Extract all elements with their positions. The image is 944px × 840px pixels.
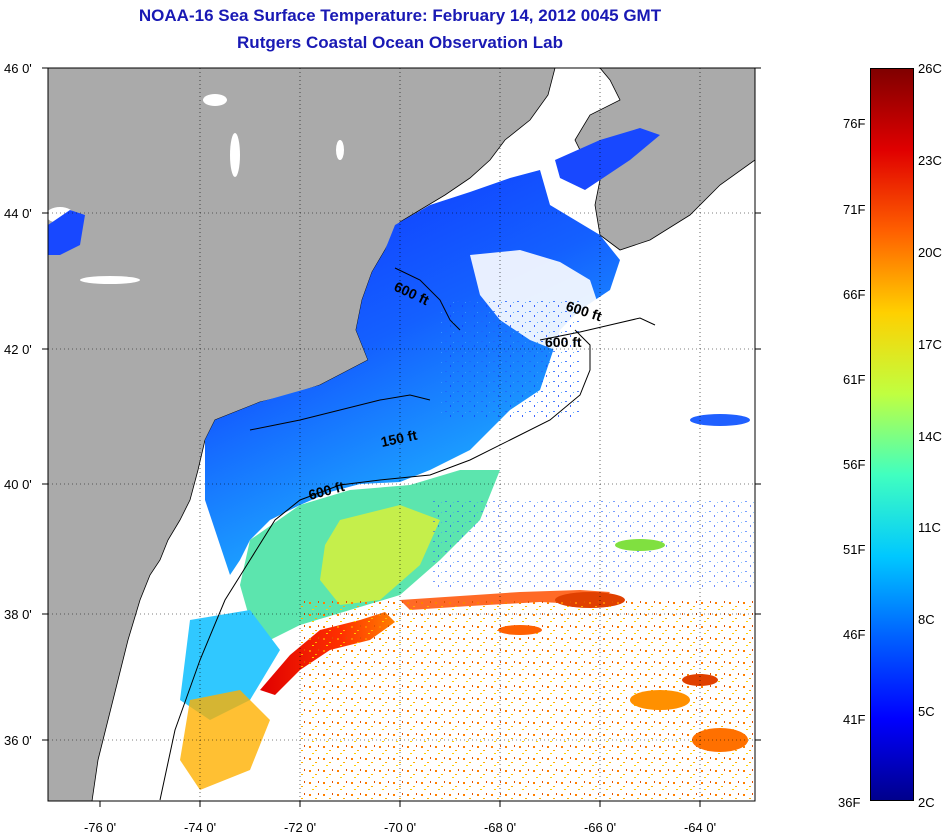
map-content: 600 ft 600 ft 600 ft 150 ft 600 ft: [48, 68, 755, 801]
map-title: NOAA-16 Sea Surface Temperature: Februar…: [138, 6, 662, 25]
lon-label-68: -68 0': [484, 820, 516, 835]
sst-patch-north: [555, 128, 660, 190]
lon-label-66: -66 0': [584, 820, 616, 835]
lat-label-36: 36 0': [4, 733, 32, 748]
colorbar-celsius-20: 20C: [918, 245, 942, 260]
colorbar-celsius-26: 26C: [918, 61, 942, 76]
colorbar-fahrenheit-41: 41F: [843, 712, 866, 727]
land-nova-scotia: [574, 68, 755, 251]
colorbar-fahrenheit-76: 76F: [843, 116, 866, 131]
colorbar-fahrenheit-46: 46F: [843, 627, 866, 642]
colorbar-fahrenheit-51: 51F: [843, 542, 866, 557]
colorbar-celsius-8: 8C: [918, 612, 935, 627]
colorbar-celsius-17: 17C: [918, 337, 942, 352]
lon-label-76: -76 0': [84, 820, 116, 835]
lon-label-72: -72 0': [284, 820, 316, 835]
lat-label-42: 42 0': [4, 342, 32, 357]
colorbar-celsius-5: 5C: [918, 704, 935, 719]
colorbar-fahrenheit-36: 36F: [838, 795, 861, 810]
bathymetry-contours: [159, 267, 656, 801]
colorbar-celsius-23: 23C: [918, 153, 942, 168]
inland-clouds: [48, 94, 344, 284]
colorbar-celsius-14: 14C: [918, 429, 942, 444]
sst-patch-lake: [48, 210, 85, 255]
colorbar-celsius-2: 2C: [918, 795, 935, 810]
contour-label-150: 150 ft: [379, 427, 418, 450]
colorbar-fahrenheit-66: 66F: [843, 287, 866, 302]
lon-label-74: -74 0': [184, 820, 216, 835]
colorbar-celsius-11: 11C: [918, 520, 941, 535]
lon-label-64: -64 0': [684, 820, 716, 835]
lat-label-38: 38 0': [4, 607, 32, 622]
lon-label-70: -70 0': [384, 820, 416, 835]
sst-midshelf-speckle: [430, 500, 755, 590]
lat-label-46: 46 0': [4, 61, 32, 76]
colorbar-fahrenheit-71: 71F: [843, 202, 866, 217]
lon-ticks: [99, 801, 701, 807]
lat-label-44: 44 0': [4, 206, 32, 221]
sst-slope-warm: [320, 505, 440, 605]
lat-ticks: [42, 67, 761, 741]
map-frame: [47, 67, 756, 802]
sst-gulf-maine-speckle: [440, 300, 580, 420]
colorbar-fahrenheit-56: 56F: [843, 457, 866, 472]
sst-warm-patches: [498, 414, 750, 752]
temperature-colorbar: [870, 68, 914, 801]
map-subtitle: Rutgers Coastal Ocean Observation Lab: [237, 33, 563, 52]
contour-label-600-georges: 600 ft: [545, 334, 582, 350]
colorbar-fahrenheit-61: 61F: [843, 372, 866, 387]
sst-southwest-cyan: [180, 610, 280, 720]
lat-label-40: 40 0': [4, 477, 32, 492]
sst-offshore-speckle-2: [560, 640, 755, 800]
